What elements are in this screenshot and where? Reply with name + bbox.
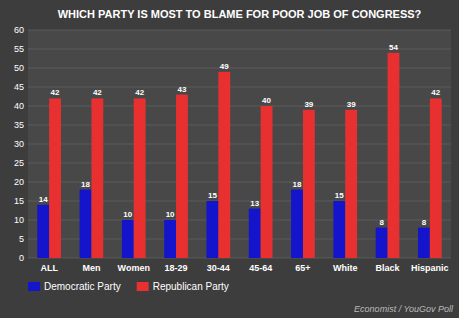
bar [376, 228, 388, 258]
legend-swatch [137, 282, 149, 291]
bars [37, 53, 441, 258]
y-tick-label: 5 [19, 234, 24, 244]
data-labels: 14 18 10 10 15 13 18 15 8 8 42 42 42 43 49 40 39 39 54 42 [39, 43, 441, 227]
bar [37, 205, 49, 258]
data-label: 14 [39, 195, 48, 204]
x-axis: ALL Men Women 18-29 30-44 45-64 65+ White Black H… [40, 263, 448, 273]
data-label: 42 [93, 88, 102, 97]
data-label: 8 [422, 218, 427, 227]
data-label: 42 [431, 88, 440, 97]
bar [134, 98, 146, 258]
x-tick-label: 18-29 [165, 263, 188, 273]
y-tick-label: 25 [14, 158, 24, 168]
x-tick-label: Women [118, 263, 150, 273]
legend-label: Republican Party [153, 281, 229, 292]
bar [249, 209, 261, 258]
bar [345, 110, 357, 258]
bar [418, 228, 430, 258]
title: WHICH PARTY IS MOST TO BLAME FOR POOR JO… [58, 8, 422, 20]
x-tick-label: Hispanic [411, 263, 449, 273]
bar [164, 220, 176, 258]
data-label: 40 [262, 96, 271, 105]
chart: WHICH PARTY IS MOST TO BLAME FOR POOR JO… [0, 0, 459, 318]
y-tick-label: 50 [14, 63, 24, 73]
data-label: 18 [293, 180, 302, 189]
bar [333, 201, 345, 258]
data-label: 39 [347, 100, 356, 109]
bar [207, 201, 219, 258]
y-tick-label: 0 [19, 253, 24, 263]
y-tick-label: 20 [14, 177, 24, 187]
y-tick-label: 10 [14, 215, 24, 225]
legend-swatch [28, 282, 40, 291]
y-tick-label: 60 [14, 25, 24, 35]
grid-line [28, 30, 451, 31]
data-label: 18 [81, 180, 90, 189]
y-axis: 0 5 10 15 20 25 30 35 40 45 50 55 60 [14, 25, 451, 263]
background [0, 0, 459, 318]
data-label: 15 [208, 191, 217, 200]
bar [218, 72, 230, 258]
data-label: 43 [178, 85, 187, 94]
data-label: 42 [135, 88, 144, 97]
legend-label: Democratic Party [44, 281, 121, 292]
data-label: 10 [123, 210, 132, 219]
data-label: 8 [379, 218, 384, 227]
y-tick-label: 40 [14, 101, 24, 111]
bar [261, 106, 273, 258]
bar [80, 190, 92, 258]
data-label: 10 [166, 210, 175, 219]
source-note: Economist / YouGov Poll [354, 304, 454, 314]
x-tick-label: Black [376, 263, 401, 273]
x-tick-label: 30-44 [207, 263, 230, 273]
bar [291, 190, 303, 258]
y-tick-label: 35 [14, 120, 24, 130]
data-label: 42 [51, 88, 60, 97]
bar [430, 98, 442, 258]
bar [122, 220, 134, 258]
bar [303, 110, 315, 258]
data-label: 54 [389, 43, 398, 52]
x-tick-label: ALL [40, 263, 58, 273]
plot-area [28, 30, 451, 258]
x-tick-label: 45-64 [249, 263, 272, 273]
grid-line [28, 49, 451, 50]
data-label: 13 [250, 199, 259, 208]
data-label: 49 [220, 62, 229, 71]
bar [91, 98, 103, 258]
y-tick-label: 30 [14, 139, 24, 149]
x-tick-label: Men [82, 263, 100, 273]
x-tick-label: White [333, 263, 358, 273]
bar [388, 53, 400, 258]
y-tick-label: 45 [14, 82, 24, 92]
bar [176, 95, 188, 258]
x-tick-label: 65+ [295, 263, 310, 273]
y-tick-label: 55 [14, 44, 24, 54]
data-label: 39 [304, 100, 313, 109]
data-label: 15 [335, 191, 344, 200]
bar [49, 98, 61, 258]
y-tick-label: 15 [14, 196, 24, 206]
legend: Democratic Party Republican Party [28, 281, 229, 292]
